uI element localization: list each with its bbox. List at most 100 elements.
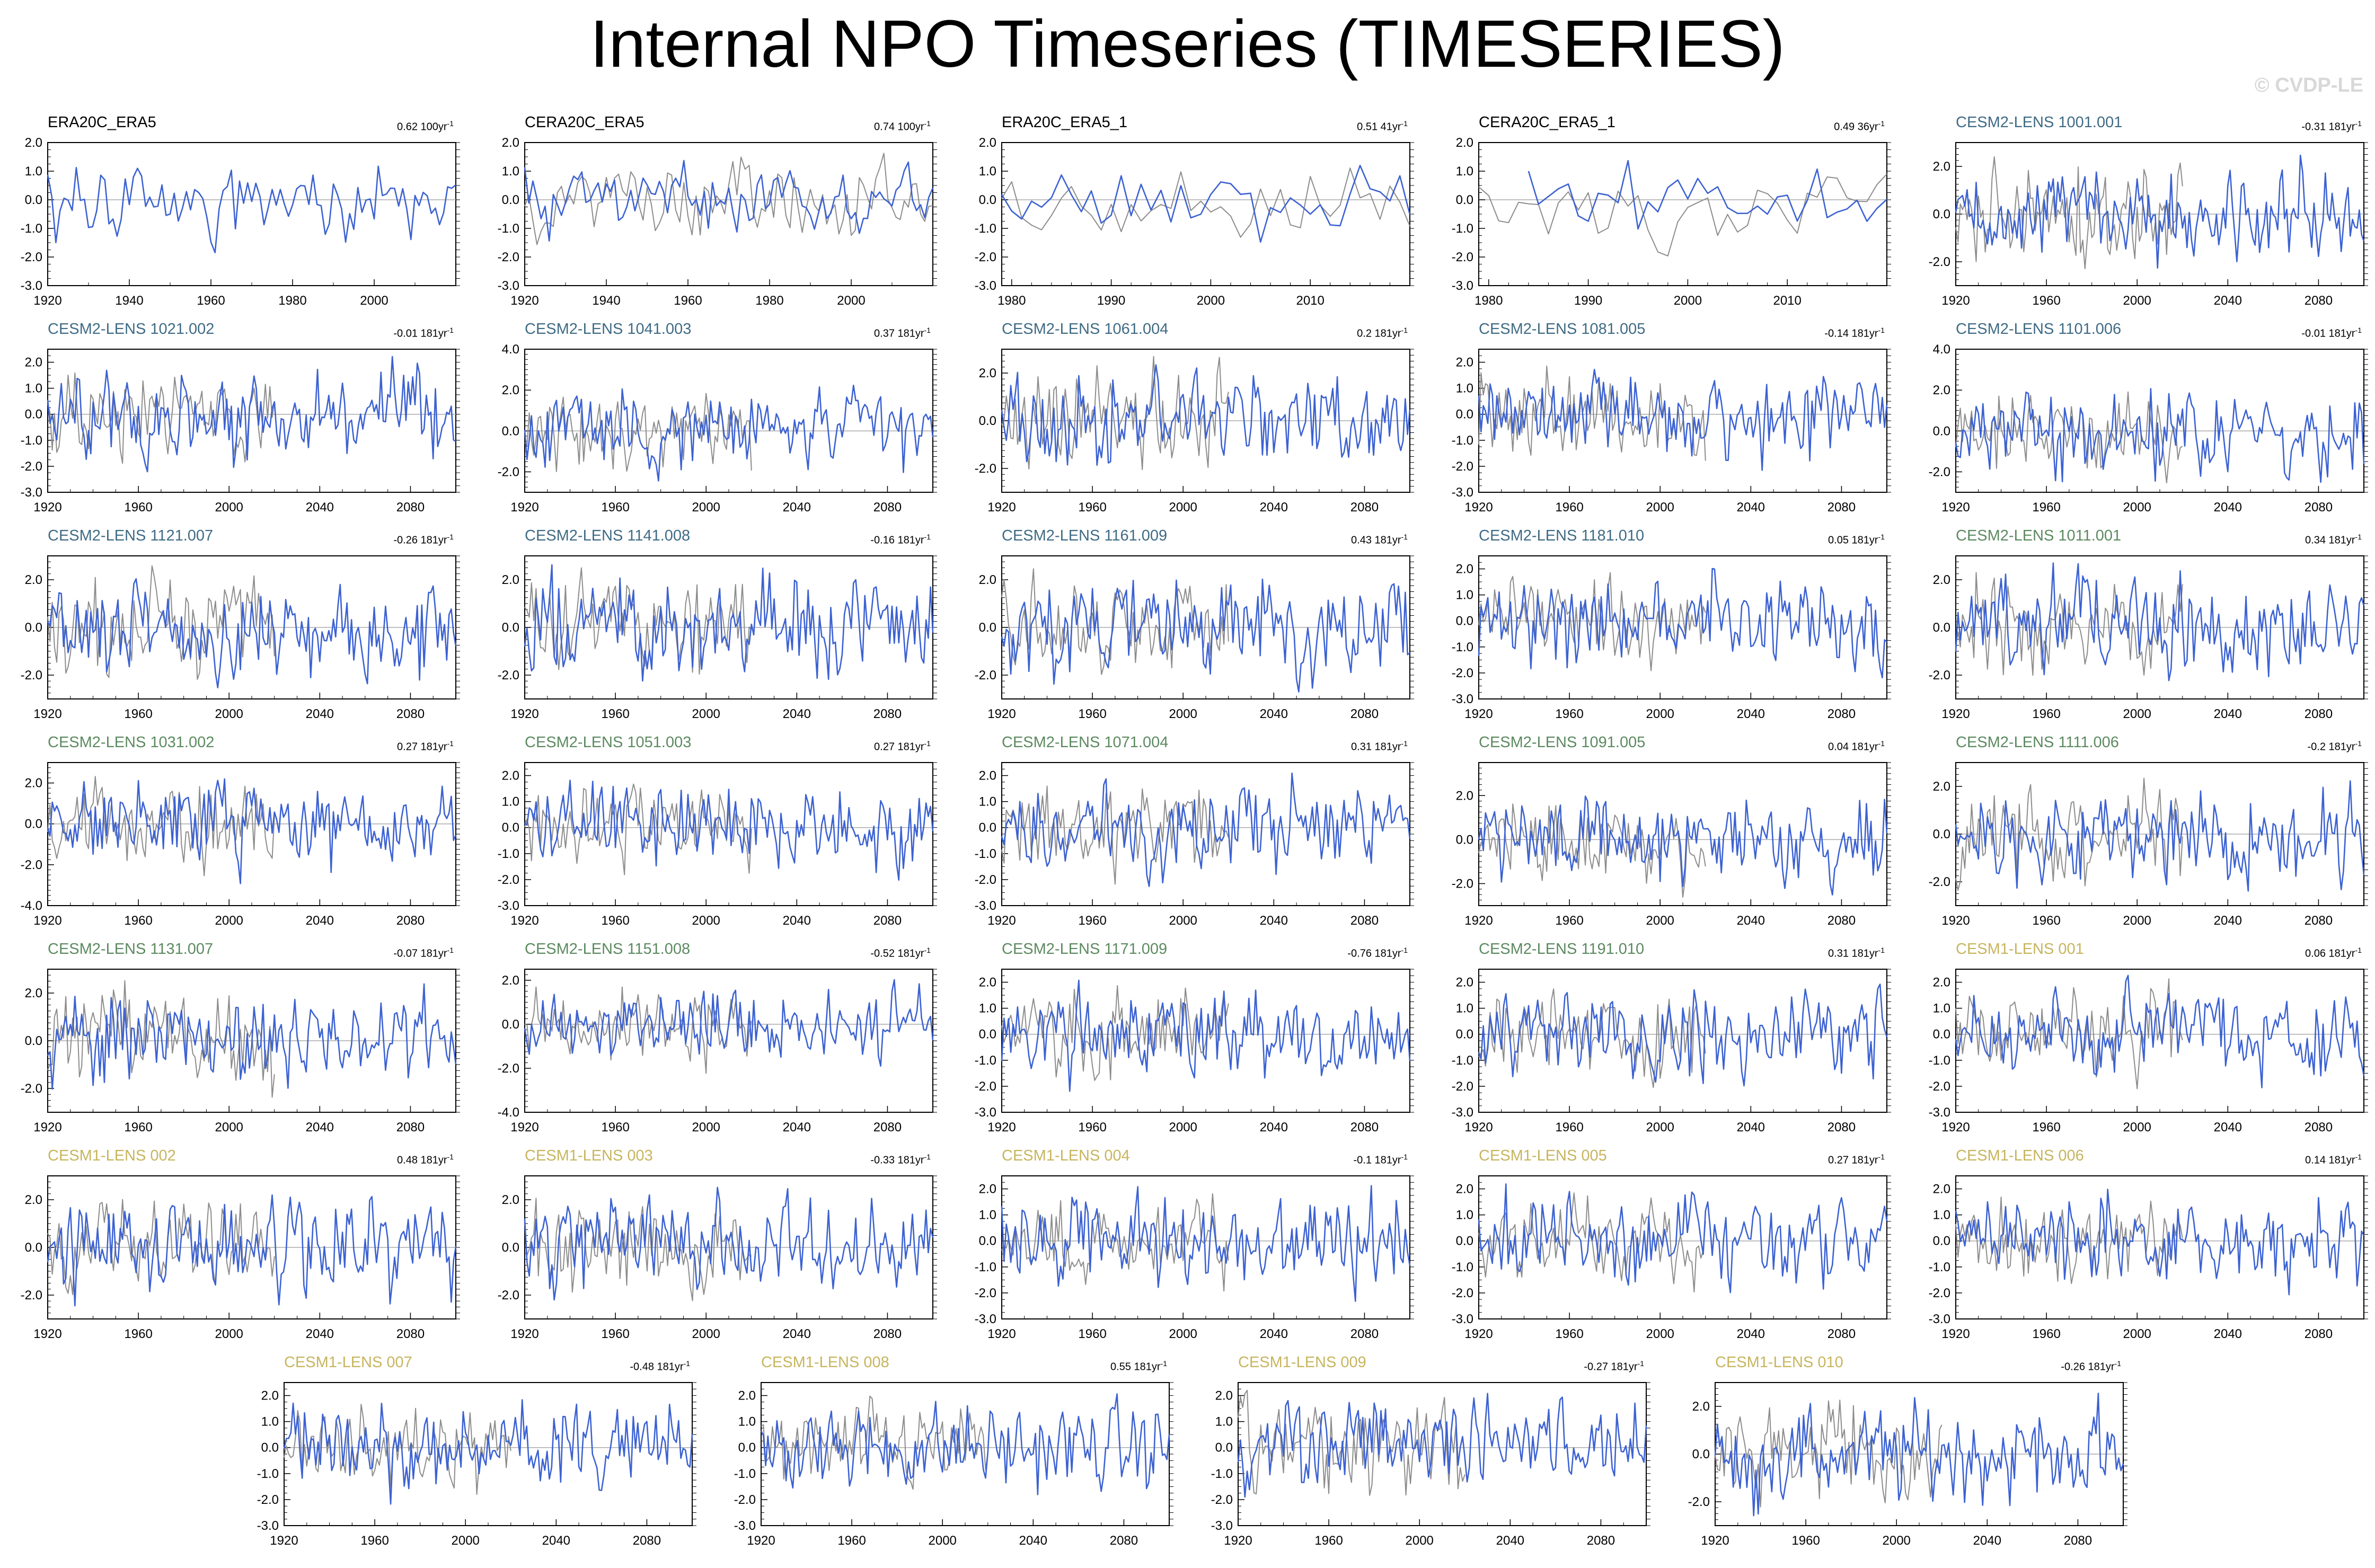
y-tick-label: -3.0 (1452, 485, 1473, 500)
timeseries-panel: CESM2-LENS 1011.001 0.34 181yr-1 2.0 0.0 -2.… (1910, 522, 2375, 726)
x-tick-label: 1960 (601, 1120, 629, 1135)
y-tick-label: -1.0 (257, 1467, 279, 1481)
y-tick-label: -2.0 (1452, 459, 1473, 474)
trend-exponent: -1 (2355, 739, 2362, 748)
x-tick-label: 2040 (2214, 914, 2242, 928)
y-tick-label: 0.0 (502, 1241, 519, 1255)
member-series-line (1955, 388, 2365, 483)
timeseries-panel: CESM2-LENS 1061.004 0.2 181yr-1 2.0 0.0 -2.0… (956, 315, 1433, 519)
x-tick-label: 1920 (1941, 1327, 1970, 1341)
x-tick-label: 1920 (987, 500, 1016, 515)
trend-label: -0.16 181yr-1 (870, 533, 931, 547)
x-tick-label: 2000 (1169, 1327, 1197, 1341)
member-series-line (1001, 772, 1411, 888)
timeseries-panel: CESM2-LENS 1111.006 -0.2 181yr-1 2.0 0.0 -2.… (1910, 729, 2375, 933)
y-tick-label: -2.0 (975, 668, 996, 683)
timeseries-chart: 2.0 0.0 -2.0 1920 1960 2000 2040 2080 (21, 1175, 460, 1341)
trend-label: 0.14 181yr-1 (2305, 1153, 2362, 1167)
x-tick-label: 2080 (1827, 1120, 1856, 1135)
timeseries-panel: CESM2-LENS 1031.002 0.27 181yr-1 2.0 0.0 -2.… (2, 729, 479, 933)
observed-series-line (47, 776, 275, 876)
panel-title: CESM1-LENS 009 (1238, 1354, 1366, 1371)
y-tick-label: -2.0 (21, 459, 42, 474)
y-tick-label: -3.0 (975, 899, 996, 913)
plot-frame (1001, 762, 1410, 906)
trend-value: 0.31 181yr (1351, 741, 1401, 753)
panel-title: CESM1-LENS 007 (284, 1354, 412, 1371)
y-tick-label: -3.0 (1452, 1312, 1473, 1326)
x-tick-label: 1920 (510, 500, 538, 515)
timeseries-panel: CESM2-LENS 1141.008 -0.16 181yr-1 2.0 0.0 -2… (479, 522, 956, 726)
y-tick-label: 0.0 (502, 424, 519, 438)
y-tick-label: 0.0 (979, 1234, 996, 1248)
x-tick-label: 2080 (2305, 500, 2333, 515)
member-series-line (524, 779, 934, 881)
y-tick-label: -4.0 (498, 1105, 519, 1120)
trend-value: 0.27 181yr (1828, 1154, 1878, 1166)
x-tick-label: 2000 (215, 707, 243, 721)
y-tick-label: 1.0 (25, 164, 42, 179)
member-series-line (47, 356, 456, 473)
x-tick-label: 1960 (674, 294, 702, 308)
x-tick-label: 2040 (1260, 1327, 1288, 1341)
x-tick-label: 2000 (692, 500, 720, 515)
x-tick-label: 2040 (1496, 1534, 1524, 1548)
x-tick-label: 2080 (1827, 707, 1856, 721)
x-tick-label: 2000 (1646, 500, 1674, 515)
trend-exponent: -1 (924, 739, 931, 748)
x-tick-label: 2080 (396, 1120, 425, 1135)
member-series-line (524, 979, 934, 1067)
x-tick-label: 1960 (1555, 1327, 1583, 1341)
y-tick-label: 2.0 (979, 573, 996, 587)
timeseries-chart: 2.0 0.0 -2.0 1920 1960 2000 2040 2080 (975, 555, 1414, 721)
x-tick-label: 1960 (1078, 1120, 1106, 1135)
trend-value: 0.06 181yr (2305, 947, 2355, 960)
observed-series-line (1955, 777, 2183, 891)
y-tick-label: 0.0 (25, 193, 42, 207)
timeseries-panel: CESM2-LENS 1091.005 0.04 181yr-1 2.0 0.0 -2.… (1433, 729, 1910, 933)
x-tick-label: 2040 (783, 914, 811, 928)
y-tick-label: -3.0 (1211, 1519, 1233, 1533)
x-tick-label: 1920 (510, 707, 538, 721)
x-tick-label: 2040 (783, 707, 811, 721)
timeseries-panel: CESM1-LENS 006 0.14 181yr-1 2.0 1.0 0.0 -1.0 -… (1910, 1142, 2375, 1346)
x-tick-label: 2040 (2214, 1120, 2242, 1135)
timeseries-chart: 2.0 0.0 -2.0 1920 1960 2000 2040 2080 (975, 349, 1414, 515)
panel-title: CESM2-LENS 1191.010 (1479, 941, 1645, 958)
trend-exponent: -1 (447, 739, 454, 748)
x-tick-label: 2040 (1737, 707, 1765, 721)
y-tick-label: 0.0 (1933, 827, 1950, 841)
y-tick-label: 1.0 (738, 1415, 756, 1429)
y-tick-label: -1.0 (1211, 1467, 1233, 1481)
member-series-line (1528, 160, 1887, 230)
observed-series-line (1478, 1192, 1706, 1293)
x-tick-label: 1920 (1941, 914, 1970, 928)
x-tick-label: 1960 (124, 1327, 152, 1341)
x-tick-label: 2040 (306, 1327, 334, 1341)
x-tick-label: 1960 (1078, 707, 1106, 721)
y-tick-label: 1.0 (1456, 1208, 1473, 1222)
member-series-line (1955, 1189, 2365, 1296)
x-tick-label: 1980 (997, 294, 1026, 308)
member-series-line (47, 778, 457, 884)
y-tick-label: 0.0 (979, 193, 996, 207)
y-tick-label: -3.0 (257, 1519, 279, 1533)
y-tick-label: -2.0 (498, 1061, 519, 1076)
x-tick-label: 1920 (1941, 1120, 1970, 1135)
trend-exponent: -1 (924, 533, 931, 541)
x-tick-label: 2000 (692, 1120, 720, 1135)
y-tick-label: -2.0 (498, 873, 519, 887)
y-tick-label: 1.0 (1933, 1208, 1950, 1222)
panel-title: CESM2-LENS 1021.002 (48, 321, 215, 338)
trend-exponent: -1 (924, 326, 931, 334)
y-tick-label: -4.0 (21, 899, 42, 913)
trend-label: -0.14 181yr-1 (1824, 326, 1885, 340)
timeseries-panel: CESM1-LENS 002 0.48 181yr-1 2.0 0.0 -2.0 1920… (2, 1142, 479, 1346)
x-tick-label: 1920 (1464, 1327, 1493, 1341)
panel-title: CESM1-LENS 005 (1479, 1147, 1607, 1164)
x-tick-label: 1960 (2032, 707, 2060, 721)
x-tick-label: 2080 (633, 1534, 661, 1548)
y-tick-label: -1.0 (21, 433, 42, 448)
y-tick-label: 0.0 (25, 407, 42, 422)
